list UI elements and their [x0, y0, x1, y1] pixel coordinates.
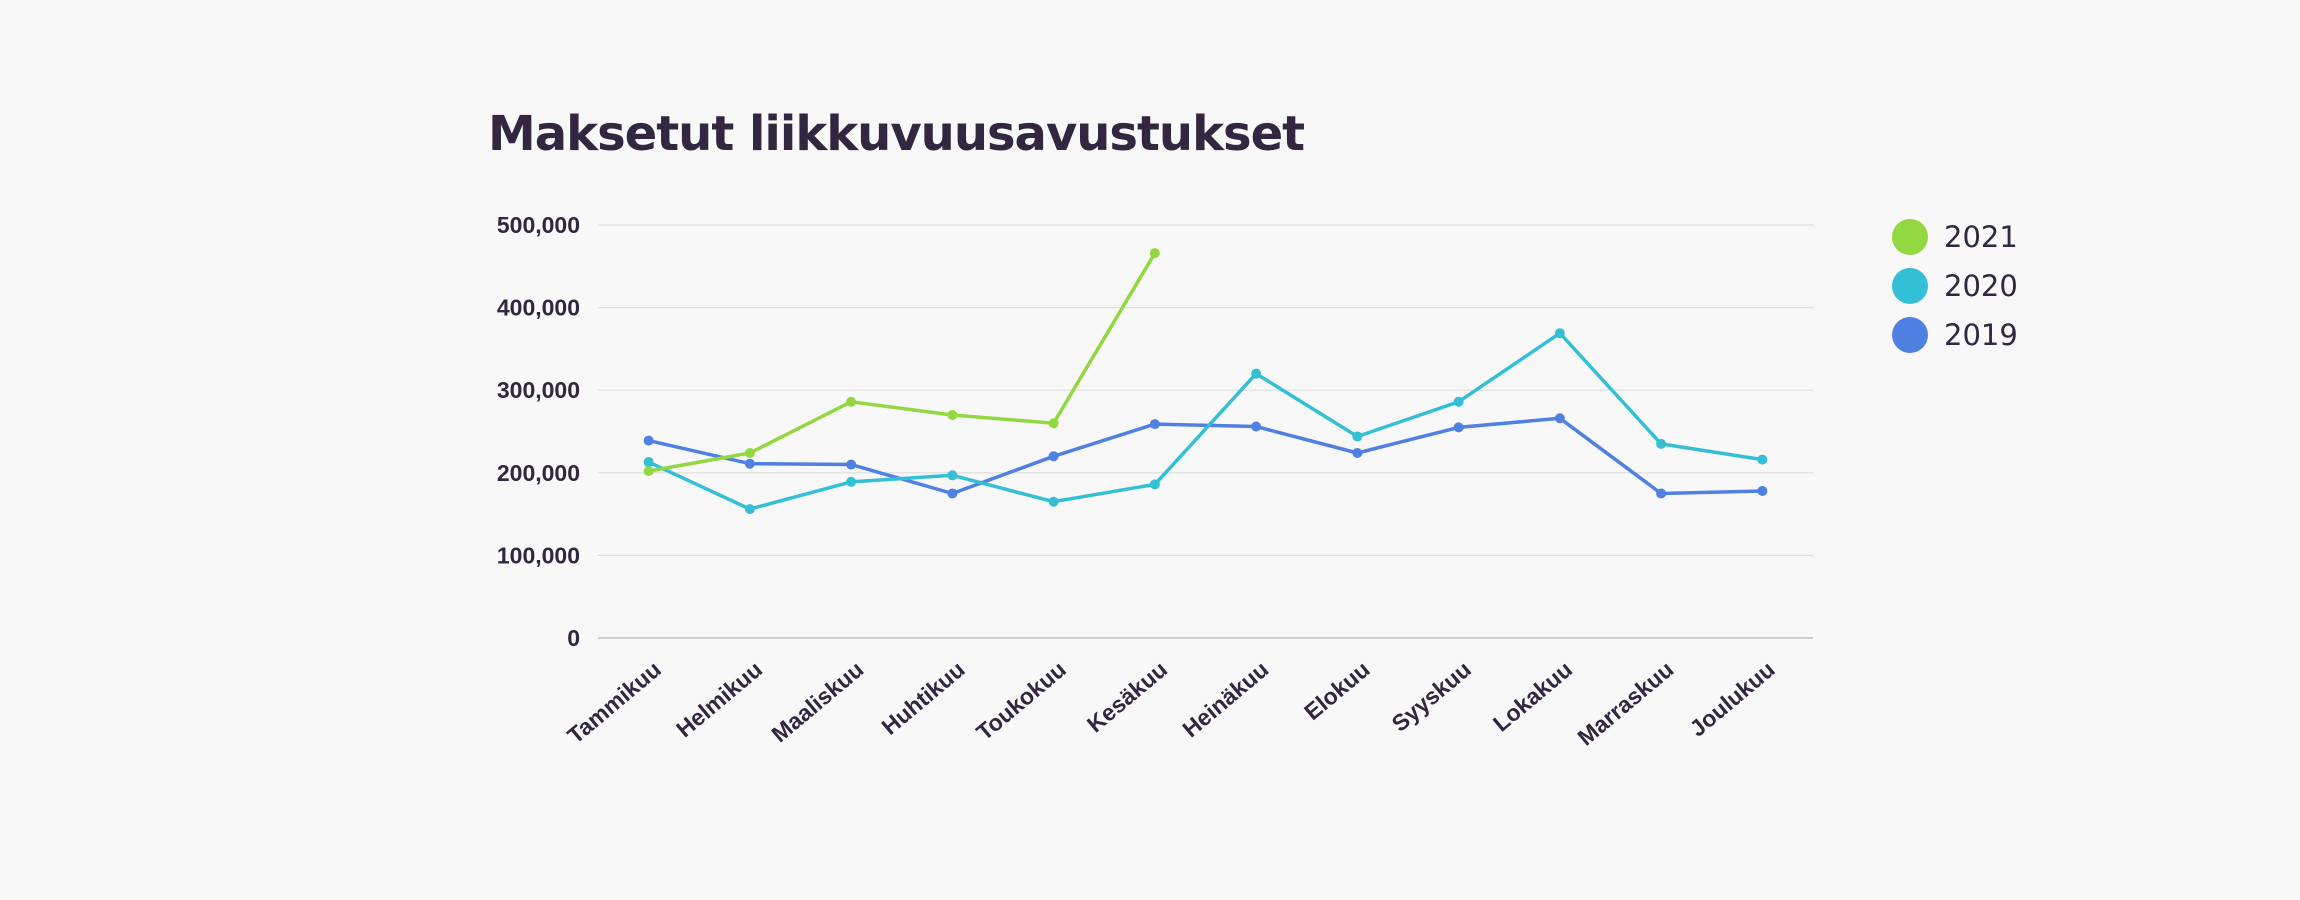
y-tick-label: 400,000 — [497, 295, 580, 321]
legend-swatch — [1892, 218, 1928, 255]
y-tick-label: 100,000 — [497, 542, 580, 568]
x-tick-label: Tammikuu — [562, 656, 666, 749]
data-point — [1757, 454, 1768, 465]
legend-label: 2019 — [1944, 317, 2018, 352]
x-tick-label: Toukokuu — [971, 656, 1071, 745]
data-point — [1352, 431, 1363, 442]
x-tick-label: Lokakuu — [1488, 656, 1577, 737]
data-point — [1048, 418, 1059, 429]
y-tick-label: 0 — [567, 625, 580, 651]
data-point — [744, 447, 755, 458]
data-point — [947, 409, 958, 420]
x-tick-label: Joulukuu — [1685, 656, 1780, 742]
x-tick-label: Kesäkuu — [1082, 656, 1172, 738]
series-line — [646, 416, 1765, 496]
series-2020 — [643, 328, 1768, 515]
legend: 2021 2020 2019 — [1892, 212, 2018, 359]
data-point — [947, 470, 958, 481]
series-line — [646, 251, 1157, 473]
data-point — [744, 458, 755, 469]
data-point — [1048, 451, 1059, 462]
data-point — [643, 435, 654, 446]
y-axis-ticks: 0 100,000 200,000 300,000 400,000 500,000 — [497, 212, 580, 651]
x-tick-label: Huhtikuu — [877, 656, 970, 740]
x-tick-label: Heinäkuu — [1177, 656, 1273, 742]
x-tick-label: Helmikuu — [671, 656, 767, 742]
data-point — [1554, 413, 1565, 424]
data-point — [1149, 419, 1160, 430]
series-line — [646, 331, 1765, 511]
data-point — [947, 488, 958, 499]
data-point — [1656, 438, 1667, 449]
data-point — [1352, 447, 1363, 458]
chart-title: Maksetut liikkuvuusavustukset — [488, 106, 1305, 162]
data-point — [846, 459, 857, 470]
data-point — [846, 396, 857, 407]
data-point — [1251, 368, 1262, 379]
x-tick-label: Syyskuu — [1387, 656, 1476, 737]
data-point — [1149, 479, 1160, 490]
data-point — [1554, 328, 1565, 339]
x-tick-label: Elokuu — [1299, 656, 1374, 725]
data-point — [744, 504, 755, 515]
data-point — [846, 476, 857, 487]
data-point — [1453, 422, 1464, 433]
data-point — [1048, 496, 1059, 507]
data-point — [1757, 485, 1768, 496]
data-point — [643, 466, 654, 477]
series-2019 — [643, 413, 1768, 499]
data-point — [1149, 248, 1160, 259]
legend-item: 2021 — [1892, 212, 2018, 261]
legend-label: 2020 — [1944, 268, 2018, 303]
series-lines — [643, 248, 1768, 515]
data-point — [1251, 421, 1262, 432]
y-tick-label: 500,000 — [497, 212, 580, 238]
series-2021 — [643, 248, 1160, 477]
data-point — [1453, 396, 1464, 407]
x-tick-label: Marraskuu — [1573, 656, 1679, 751]
y-tick-label: 200,000 — [497, 460, 580, 486]
gridlines — [598, 224, 1813, 639]
data-point — [1656, 488, 1667, 499]
legend-item: 2019 — [1892, 310, 2018, 359]
legend-swatch — [1892, 316, 1928, 353]
y-tick-label: 300,000 — [497, 377, 580, 403]
legend-label: 2021 — [1944, 219, 2018, 254]
x-tick-label: Maaliskuu — [766, 656, 868, 747]
legend-item: 2020 — [1892, 261, 2018, 310]
data-point — [643, 457, 654, 468]
legend-swatch — [1892, 267, 1928, 304]
x-axis-ticks: Tammikuu Helmikuu Maaliskuu Huhtikuu Toukoku… — [562, 656, 1779, 751]
